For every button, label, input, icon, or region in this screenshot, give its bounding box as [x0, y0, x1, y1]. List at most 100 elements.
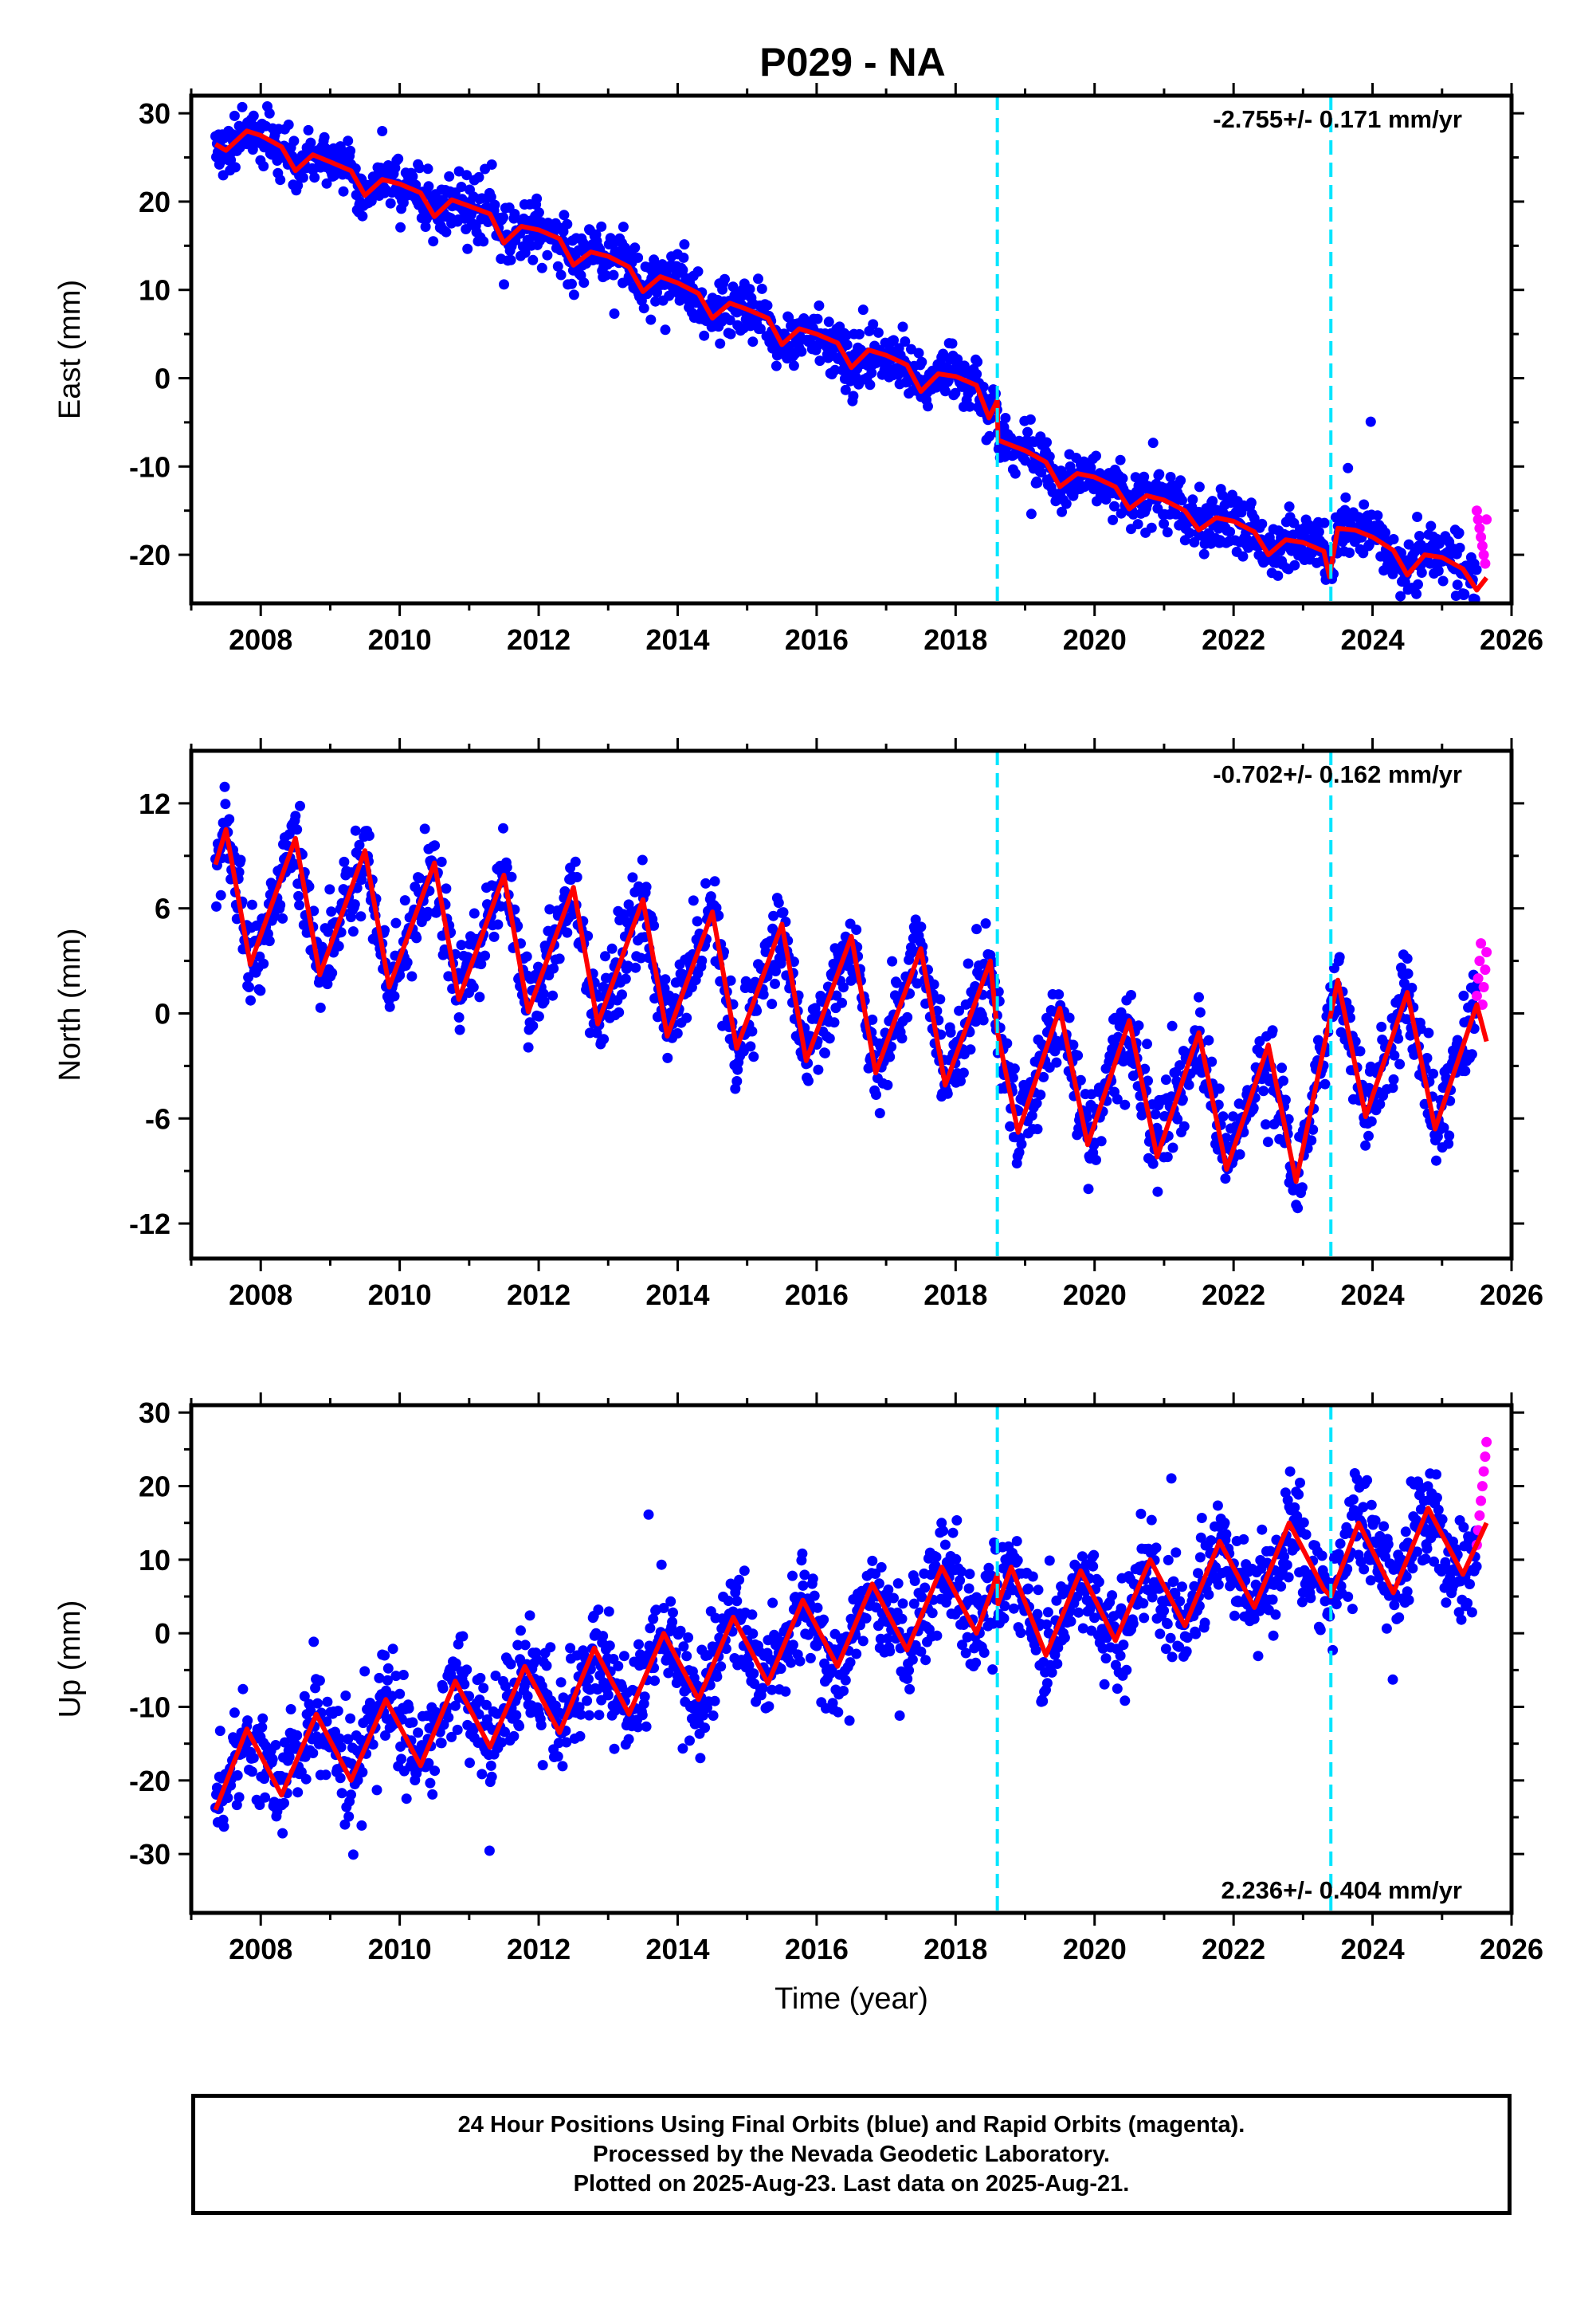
final-orbit-point	[423, 1757, 434, 1769]
final-orbit-point	[305, 137, 316, 148]
final-orbit-point	[805, 1652, 816, 1663]
final-orbit-point	[480, 950, 491, 961]
final-orbit-point	[567, 278, 577, 289]
final-orbit-point	[1194, 481, 1205, 493]
final-orbit-point	[1394, 1058, 1406, 1070]
east-y-tick-label: -10	[129, 450, 171, 483]
final-orbit-point	[1219, 1518, 1230, 1529]
final-orbit-point	[649, 920, 660, 931]
final-orbit-point	[787, 1640, 798, 1651]
final-orbit-point	[533, 207, 544, 218]
final-orbit-point	[770, 978, 780, 989]
final-orbit-point	[916, 356, 927, 367]
rapid-orbit-point	[1476, 532, 1487, 543]
final-orbit-point	[1160, 1643, 1171, 1655]
final-orbit-point	[980, 918, 991, 929]
final-orbit-point	[874, 1108, 885, 1119]
final-orbit-point	[984, 430, 995, 442]
final-orbit-point	[402, 957, 413, 968]
final-orbit-point	[1194, 992, 1204, 1003]
final-orbit-point	[1025, 509, 1037, 520]
final-orbit-point	[1387, 1082, 1398, 1094]
final-orbit-point	[920, 1582, 931, 1593]
final-orbit-point	[1402, 968, 1414, 980]
final-orbit-point	[264, 936, 275, 947]
final-orbit-point	[1099, 1679, 1110, 1690]
final-orbit-point	[449, 1700, 461, 1711]
final-orbit-point	[747, 1628, 759, 1640]
final-orbit-point	[382, 1663, 394, 1674]
final-orbit-point	[956, 1566, 967, 1577]
final-orbit-point	[1116, 508, 1127, 519]
north-y-tick-label: 6	[155, 893, 171, 925]
final-orbit-point	[343, 1734, 354, 1745]
final-orbit-point	[652, 287, 662, 298]
final-orbit-point	[538, 988, 549, 999]
final-orbit-point	[1032, 1124, 1043, 1135]
final-orbit-point	[476, 959, 487, 970]
final-orbit-point	[894, 1710, 905, 1721]
final-orbit-point	[725, 328, 736, 340]
final-orbit-point	[604, 1640, 615, 1651]
final-orbit-point	[1112, 1683, 1123, 1694]
final-orbit-point	[244, 982, 254, 992]
final-orbit-point	[829, 1017, 840, 1028]
final-orbit-point	[797, 1548, 808, 1559]
final-orbit-point	[1093, 1577, 1104, 1588]
final-orbit-point	[211, 901, 222, 912]
final-orbit-point	[1320, 1078, 1331, 1090]
final-orbit-point	[583, 1674, 594, 1685]
final-orbit-point	[594, 1710, 605, 1721]
final-orbit-point	[1165, 472, 1176, 482]
final-orbit-point	[705, 891, 716, 902]
final-orbit-point	[511, 1710, 522, 1721]
final-orbit-point	[1402, 953, 1413, 964]
final-orbit-point	[938, 1526, 949, 1537]
final-orbit-point	[371, 1785, 382, 1796]
final-orbit-point	[246, 899, 257, 910]
final-orbit-point	[355, 911, 367, 922]
final-orbit-point	[971, 368, 982, 379]
final-orbit-point	[909, 1576, 920, 1586]
final-orbit-point	[967, 384, 978, 395]
final-orbit-point	[292, 180, 304, 191]
final-orbit-point	[678, 1641, 689, 1652]
final-orbit-point	[731, 1596, 743, 1607]
final-orbit-point	[389, 991, 400, 1002]
final-orbit-point	[257, 1713, 269, 1724]
final-orbit-point	[1027, 1571, 1038, 1582]
final-orbit-point	[1221, 1133, 1232, 1144]
final-orbit-point	[1064, 1012, 1075, 1023]
final-orbit-point	[1115, 454, 1126, 465]
final-orbit-point	[695, 1753, 706, 1764]
final-orbit-point	[320, 1769, 331, 1781]
final-orbit-point	[1089, 1612, 1100, 1624]
north-x-tick-label: 2014	[645, 1278, 709, 1311]
final-orbit-point	[1248, 1102, 1259, 1113]
final-orbit-point	[247, 144, 258, 155]
final-orbit-point	[340, 1691, 351, 1701]
final-orbit-point	[963, 1583, 974, 1594]
final-orbit-point	[514, 1721, 525, 1732]
final-orbit-point	[393, 153, 404, 164]
final-orbit-point	[492, 919, 504, 930]
final-orbit-point	[884, 1646, 896, 1657]
east-x-tick-label: 2024	[1341, 623, 1405, 656]
final-orbit-point	[1249, 1613, 1260, 1624]
north-x-tick-label: 2026	[1480, 1278, 1543, 1311]
final-orbit-point	[762, 300, 773, 311]
final-orbit-point	[1363, 1130, 1374, 1141]
final-orbit-point	[1206, 1535, 1217, 1546]
final-orbit-point	[809, 1590, 820, 1601]
final-orbit-point	[601, 270, 611, 281]
final-orbit-point	[1305, 1592, 1316, 1604]
final-orbit-point	[1257, 518, 1268, 529]
final-orbit-point	[1010, 468, 1021, 479]
final-orbit-point	[387, 1643, 398, 1655]
final-orbit-point	[1014, 1147, 1025, 1158]
final-orbit-point	[512, 1640, 524, 1651]
final-orbit-point	[1052, 1659, 1063, 1669]
final-orbit-point	[950, 387, 961, 399]
final-orbit-point	[427, 1789, 438, 1800]
final-orbit-point	[1009, 1063, 1020, 1074]
